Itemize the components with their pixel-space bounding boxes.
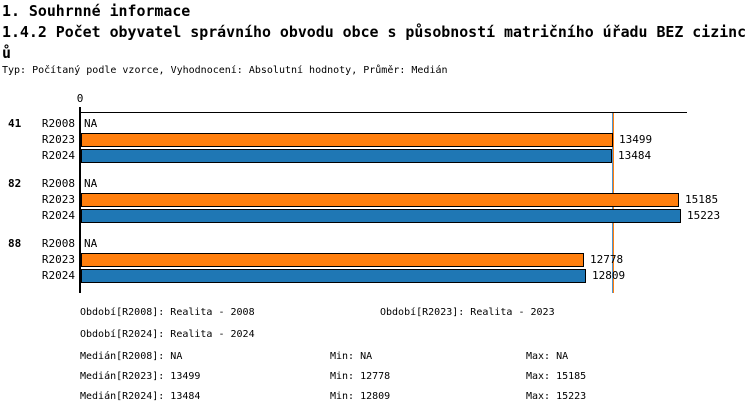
- group-label-88: 88: [8, 237, 22, 250]
- legend-period-r2023: Období[R2023]: Realita - 2023: [380, 307, 555, 318]
- report-title: 1. Souhrnné informace: [2, 2, 191, 20]
- bar-r2023-group-41: [81, 133, 613, 147]
- chart-type-info: Typ: Počítaný podle vzorce, Vyhodnocení:…: [2, 65, 448, 76]
- x-axis-origin-label: 0: [76, 92, 84, 105]
- legend-period-r2008: Období[R2008]: Realita - 2008: [80, 307, 255, 318]
- row-label-r2008: R2008: [41, 237, 75, 250]
- y-axis-line: [79, 107, 81, 293]
- stat-max-r2024: Max: 15223: [526, 391, 587, 402]
- row-label-r2024: R2024: [41, 149, 75, 162]
- group-label-41: 41: [8, 117, 22, 130]
- bar-value-label: 12778: [590, 253, 624, 266]
- na-value-label: NA: [84, 237, 98, 250]
- stat-min-r2023: Min: 12778: [330, 371, 391, 382]
- bar-r2023-group-82: [81, 193, 679, 207]
- x-axis-line: [80, 112, 687, 113]
- row-label-r2023: R2023: [41, 253, 75, 266]
- chart-title: 1.4.2 Počet obyvatel správního obvodu ob…: [2, 23, 747, 62]
- row-label-r2024: R2024: [41, 269, 75, 282]
- bar-value-label: 13484: [618, 149, 652, 162]
- na-value-label: NA: [84, 117, 98, 130]
- stat-median-r2008: Medián[R2008]: NA: [80, 351, 183, 362]
- row-label-r2008: R2008: [41, 117, 75, 130]
- row-label-r2023: R2023: [41, 193, 75, 206]
- bar-r2024-group-41: [81, 149, 612, 163]
- row-label-r2008: R2008: [41, 177, 75, 190]
- stat-min-r2008: Min: NA: [330, 351, 373, 362]
- row-label-r2024: R2024: [41, 209, 75, 222]
- stat-max-r2023: Max: 15185: [526, 371, 587, 382]
- stat-max-r2008: Max: NA: [526, 351, 569, 362]
- bar-value-label: 15185: [685, 193, 719, 206]
- na-value-label: NA: [84, 177, 98, 190]
- stat-median-r2023: Medián[R2023]: 13499: [80, 371, 201, 382]
- bar-value-label: 12809: [592, 269, 626, 282]
- bar-r2024-group-88: [81, 269, 586, 283]
- row-label-r2023: R2023: [41, 133, 75, 146]
- legend-period-r2024: Období[R2024]: Realita - 2024: [80, 329, 255, 340]
- stat-min-r2024: Min: 12809: [330, 391, 391, 402]
- group-label-82: 82: [8, 177, 22, 190]
- bar-value-label: 15223: [687, 209, 721, 222]
- stat-median-r2024: Medián[R2024]: 13484: [80, 391, 201, 402]
- bar-r2023-group-88: [81, 253, 584, 267]
- bar-r2024-group-82: [81, 209, 681, 223]
- bar-value-label: 13499: [619, 133, 653, 146]
